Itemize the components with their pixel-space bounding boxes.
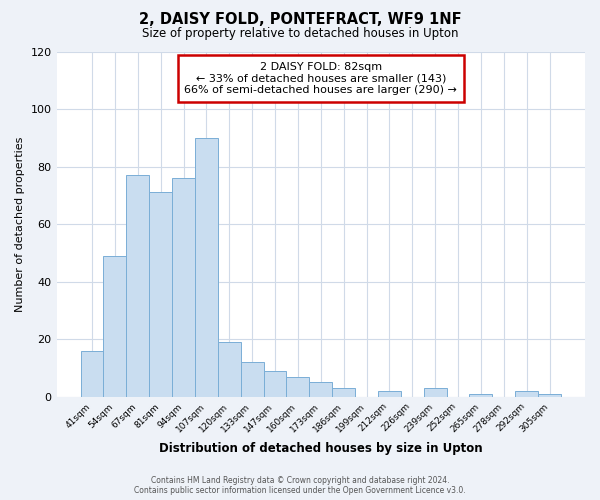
Bar [127, 175, 149, 396]
Text: Size of property relative to detached houses in Upton: Size of property relative to detached ho… [142, 28, 458, 40]
Bar [218, 342, 241, 396]
Bar [469, 394, 493, 396]
Bar [515, 391, 538, 396]
Bar [538, 394, 561, 396]
Bar [195, 138, 218, 396]
Bar [310, 382, 332, 396]
Y-axis label: Number of detached properties: Number of detached properties [15, 136, 25, 312]
Text: 2 DAISY FOLD: 82sqm
← 33% of detached houses are smaller (143)
66% of semi-detac: 2 DAISY FOLD: 82sqm ← 33% of detached ho… [184, 62, 457, 95]
Bar [424, 388, 446, 396]
Bar [103, 256, 127, 396]
Bar [80, 350, 103, 397]
Bar [332, 388, 355, 396]
X-axis label: Distribution of detached houses by size in Upton: Distribution of detached houses by size … [159, 442, 482, 455]
Bar [172, 178, 195, 396]
Text: Contains HM Land Registry data © Crown copyright and database right 2024.
Contai: Contains HM Land Registry data © Crown c… [134, 476, 466, 495]
Bar [378, 391, 401, 396]
Bar [149, 192, 172, 396]
Bar [241, 362, 263, 396]
Bar [263, 371, 286, 396]
Bar [286, 376, 310, 396]
Text: 2, DAISY FOLD, PONTEFRACT, WF9 1NF: 2, DAISY FOLD, PONTEFRACT, WF9 1NF [139, 12, 461, 28]
